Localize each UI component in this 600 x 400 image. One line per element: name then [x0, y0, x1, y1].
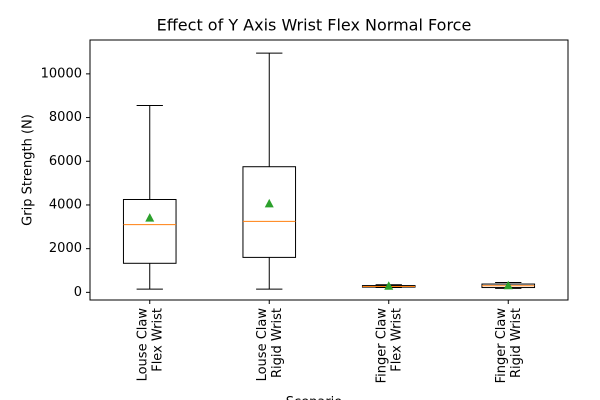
y-axis-label: Grip Strength (N): [21, 114, 36, 226]
mean-marker: [264, 198, 274, 208]
x-tick-label: Finger ClawFlex Wrist: [374, 308, 404, 384]
y-tick-label: 4000: [49, 197, 82, 212]
y-tick-label: 2000: [49, 241, 82, 256]
chart-title: Effect of Y Axis Wrist Flex Normal Force: [157, 16, 472, 35]
y-tick-label: 0: [74, 285, 82, 300]
y-tick-label: 8000: [49, 110, 82, 125]
box: [242, 166, 297, 258]
x-tick-label: Louse ClawRigid Wrist: [255, 308, 285, 382]
x-tick-label: Louse ClawFlex Wrist: [135, 308, 165, 382]
mean-marker: [503, 280, 513, 290]
mean-marker: [384, 281, 394, 290]
y-tick-label: 10000: [41, 66, 82, 81]
mean-marker: [145, 213, 155, 222]
y-tick-label: 6000: [49, 154, 82, 169]
x-tick-label: Finger ClawRigid Wrist: [494, 308, 524, 384]
plot-frame: [89, 39, 569, 301]
box: [122, 198, 177, 264]
x-axis-label: Scenario: [286, 395, 343, 400]
